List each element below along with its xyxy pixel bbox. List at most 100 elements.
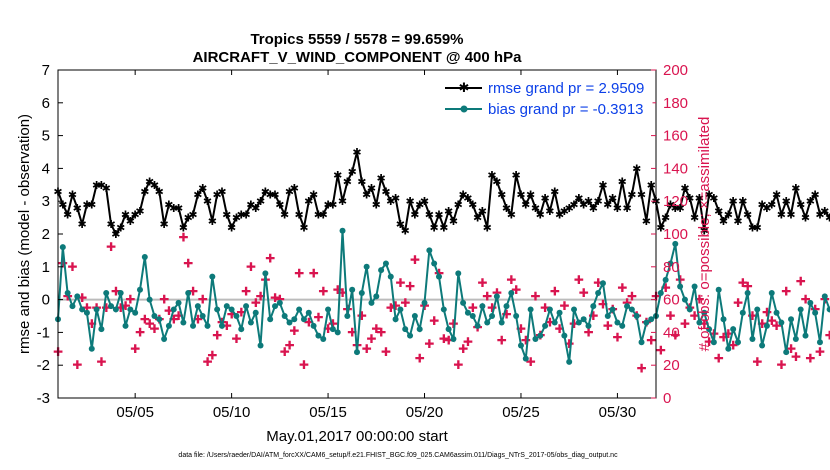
bias-point — [667, 260, 674, 267]
obs-count-marker: ✚ — [193, 312, 203, 326]
obs-count-marker: ✚ — [125, 293, 135, 307]
bias-point — [59, 244, 66, 251]
bias-point — [532, 335, 539, 342]
obs-count-marker: ✚ — [111, 284, 121, 298]
obs-count-marker: ✚ — [313, 311, 323, 325]
rmse-point: ✱ — [584, 196, 593, 208]
rmse-point: ✱ — [444, 206, 453, 218]
rmse-point: ✱ — [738, 196, 747, 208]
obs-count-marker: ✚ — [444, 334, 454, 348]
obs-count-marker: ✚ — [212, 329, 222, 343]
rmse-point: ✱ — [579, 199, 588, 211]
bias-point — [165, 322, 172, 329]
bias-point — [392, 316, 399, 323]
rmse-point: ✱ — [155, 186, 164, 198]
rmse-point: ✱ — [690, 213, 699, 225]
legend-bias-marker — [460, 105, 468, 113]
bias-point — [474, 322, 481, 329]
y-right-tick-label: 0 — [663, 390, 671, 407]
bias-point — [122, 322, 129, 329]
obs-count-marker: ✚ — [140, 312, 150, 326]
bias-point — [368, 299, 375, 306]
rmse-point: ✱ — [695, 193, 704, 205]
obs-count-marker: ✚ — [174, 309, 184, 323]
y-left-tick-label: -1 — [37, 324, 50, 341]
rmse-point: ✱ — [82, 199, 91, 211]
rmse-point: ✱ — [516, 190, 525, 202]
obs-count-marker: ✚ — [376, 325, 386, 339]
bias-point — [108, 303, 115, 310]
rmse-point: ✱ — [801, 213, 810, 225]
obs-count-marker: ✚ — [251, 296, 261, 310]
bias-point — [411, 313, 418, 319]
bias-point — [585, 322, 592, 329]
bias-point — [628, 306, 635, 313]
rmse-point: ✱ — [473, 213, 482, 225]
bias-point — [783, 349, 790, 356]
obs-count-marker: ✚ — [304, 316, 314, 330]
obs-count-marker: ✚ — [699, 317, 709, 331]
bias-point — [542, 322, 549, 329]
rmse-point: ✱ — [343, 177, 352, 189]
bias-point — [382, 260, 389, 267]
y-right-tick-label: 20 — [663, 357, 680, 374]
y-right-tick-label: 200 — [663, 62, 688, 79]
bias-point — [730, 326, 737, 333]
bias-point — [450, 335, 457, 342]
bias-point — [464, 309, 471, 316]
bias-point — [677, 283, 684, 290]
y-left-tick-label: 0 — [42, 292, 50, 309]
rmse-point: ✱ — [555, 209, 564, 221]
rmse-point: ✱ — [540, 193, 549, 205]
obs-count-marker: ✚ — [772, 319, 782, 333]
rmse-point: ✱ — [179, 222, 188, 234]
obs-count-marker: ✚ — [434, 266, 444, 280]
y-right-tick-label: 120 — [663, 193, 688, 210]
rmse-point: ✱ — [786, 209, 795, 221]
bias-point — [672, 240, 679, 247]
rmse-point: ✱ — [241, 209, 250, 221]
rmse-point: ✱ — [131, 209, 140, 221]
obs-count-marker: ✚ — [564, 337, 574, 351]
obs-count-marker: ✚ — [738, 276, 748, 290]
rmse-point: ✱ — [512, 170, 521, 182]
obs-count-marker: ✚ — [550, 284, 560, 298]
bias-point — [69, 303, 76, 310]
bias-point — [788, 316, 795, 323]
obs-count-marker: ✚ — [135, 325, 145, 339]
obs-count-marker: ✚ — [506, 273, 516, 287]
bias-point — [93, 306, 100, 313]
rmse-point: ✱ — [106, 219, 115, 231]
obs-count-marker: ✚ — [680, 317, 690, 331]
bias-point — [657, 290, 664, 297]
obs-count-marker: ✚ — [289, 324, 299, 338]
bias-point — [146, 296, 153, 303]
obs-count-marker: ✚ — [690, 309, 700, 323]
rmse-point: ✱ — [256, 196, 265, 208]
rmse-point: ✱ — [598, 180, 607, 192]
rmse-point: ✱ — [589, 203, 598, 215]
bias-point — [204, 322, 211, 329]
rmse-point: ✱ — [449, 216, 458, 228]
bias-point — [243, 303, 250, 310]
bias-point — [686, 306, 693, 313]
obs-count-marker: ✚ — [67, 260, 77, 274]
bias-point — [440, 306, 447, 313]
obs-count-marker: ✚ — [347, 325, 357, 339]
obs-count-marker: ✚ — [77, 291, 87, 305]
obs-count-marker: ✚ — [275, 293, 285, 307]
obs-count-marker: ✚ — [545, 316, 555, 330]
obs-count-marker: ✚ — [429, 314, 439, 328]
y-left-tick-label: 3 — [42, 193, 50, 210]
bias-point — [739, 309, 746, 316]
rmse-point: ✱ — [328, 199, 337, 211]
obs-count-marker: ✚ — [665, 309, 675, 323]
rmse-point: ✱ — [275, 199, 284, 211]
obs-count-marker: ✚ — [704, 335, 714, 349]
obs-count-marker: ✚ — [497, 334, 507, 348]
bias-point — [498, 319, 505, 326]
bias-point — [571, 306, 578, 313]
bias-point — [648, 316, 655, 323]
bias-point — [199, 313, 206, 319]
y-left-tick-label: 4 — [42, 160, 50, 177]
